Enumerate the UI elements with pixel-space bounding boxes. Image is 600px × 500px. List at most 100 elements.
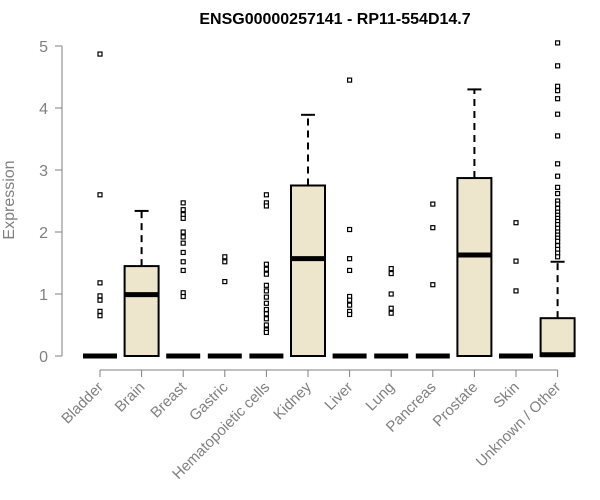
outlier-point (263, 203, 269, 209)
outlier-point (554, 184, 561, 190)
outlier-point (222, 279, 228, 285)
y-tick-label: 2 (39, 225, 48, 242)
outlier-point (388, 310, 394, 316)
outlier-point (263, 192, 269, 198)
x-tick-label: Skin (490, 379, 523, 412)
box-pancreas (415, 201, 450, 359)
outlier-point (554, 238, 561, 244)
outlier-point (388, 265, 394, 272)
outlier-point (513, 220, 519, 226)
box-liver (332, 77, 367, 359)
outlier-point (388, 291, 394, 297)
outlier-point (180, 229, 186, 235)
outlier-point (347, 311, 353, 318)
box-kidney (290, 113, 326, 357)
outlier-point (180, 249, 186, 256)
outlier-point (222, 259, 228, 265)
outlier-point (554, 96, 561, 102)
y-tick-label: 5 (39, 39, 48, 56)
x-tick-label: Liver (321, 379, 356, 414)
outlier-point (180, 267, 186, 274)
outlier-point (180, 240, 186, 246)
outlier-point (554, 88, 561, 94)
outlier-point (554, 111, 561, 117)
box-breast (166, 200, 201, 359)
x-tick-label: Prostate (430, 379, 482, 431)
y-tick-label: 0 (39, 349, 48, 366)
box-unknown-other (539, 40, 576, 358)
outlier-point (263, 300, 269, 306)
outlier-point (97, 280, 103, 286)
box-gastric (207, 254, 242, 359)
box-iqr (456, 177, 493, 357)
outlier-point (554, 63, 561, 69)
box-hematopoietic-cells (249, 192, 284, 359)
outlier-point (263, 266, 269, 272)
box-lung (374, 265, 409, 359)
outlier-point (554, 254, 561, 260)
outlier-point (430, 282, 436, 288)
outlier-point (347, 302, 353, 308)
outlier-point (430, 201, 436, 207)
outlier-point (347, 256, 353, 262)
box-iqr (539, 317, 576, 357)
outlier-point (554, 40, 561, 46)
outlier-point (263, 271, 269, 277)
y-tick-label: 3 (39, 163, 48, 180)
outlier-point (347, 226, 353, 233)
y-tick-label: 1 (39, 287, 48, 304)
outlier-point (180, 234, 186, 240)
x-tick-label: Bladder (58, 379, 107, 428)
outlier-point (222, 254, 228, 260)
y-tick-label: 4 (39, 101, 48, 118)
outlier-point (347, 267, 353, 274)
y-axis-ticks: 0 1 2 3 4 5 (39, 39, 62, 366)
outlier-point (554, 161, 561, 167)
outlier-point (554, 83, 561, 89)
outlier-point (180, 200, 186, 206)
outlier-point (347, 297, 353, 303)
outlier-point (97, 192, 103, 198)
outlier-point (388, 270, 394, 277)
outlier-point (263, 261, 269, 267)
box-brain (123, 209, 160, 358)
outlier-point (554, 201, 561, 207)
box-iqr (290, 184, 326, 357)
x-tick-label: Lung (362, 379, 398, 415)
y-axis-label: Expression (1, 160, 18, 239)
x-tick-label: Breast (147, 378, 190, 421)
x-tick-label: Kidney (270, 378, 315, 423)
outlier-point (263, 282, 269, 288)
outlier-point (97, 297, 103, 303)
outlier-point (180, 207, 186, 213)
box-iqr (123, 265, 160, 358)
outlier-point (513, 258, 519, 264)
outlier-point (263, 306, 269, 313)
outlier-point (554, 173, 561, 179)
outlier-point (263, 322, 269, 328)
outlier-point (263, 294, 269, 300)
outlier-point (513, 288, 519, 294)
outlier-point (180, 215, 186, 221)
outlier-point (97, 293, 103, 299)
outlier-point (97, 51, 103, 57)
outlier-point (180, 293, 186, 300)
outlier-point (347, 77, 353, 83)
chart-title: ENSG00000257141 - RP11-554D14.7 (199, 11, 470, 28)
outlier-point (430, 225, 436, 231)
outlier-point (97, 313, 103, 319)
outlier-point (263, 329, 269, 336)
outlier-point (97, 308, 103, 314)
outlier-point (263, 316, 269, 322)
box-prostate (456, 88, 493, 357)
outlier-point (554, 190, 561, 197)
outlier-point (388, 305, 394, 311)
box-skin (499, 220, 533, 359)
outlier-point (263, 288, 269, 294)
outlier-point (263, 311, 269, 317)
boxes (83, 40, 576, 359)
box-bladder (83, 51, 117, 359)
x-tick-label: Brain (112, 379, 149, 416)
